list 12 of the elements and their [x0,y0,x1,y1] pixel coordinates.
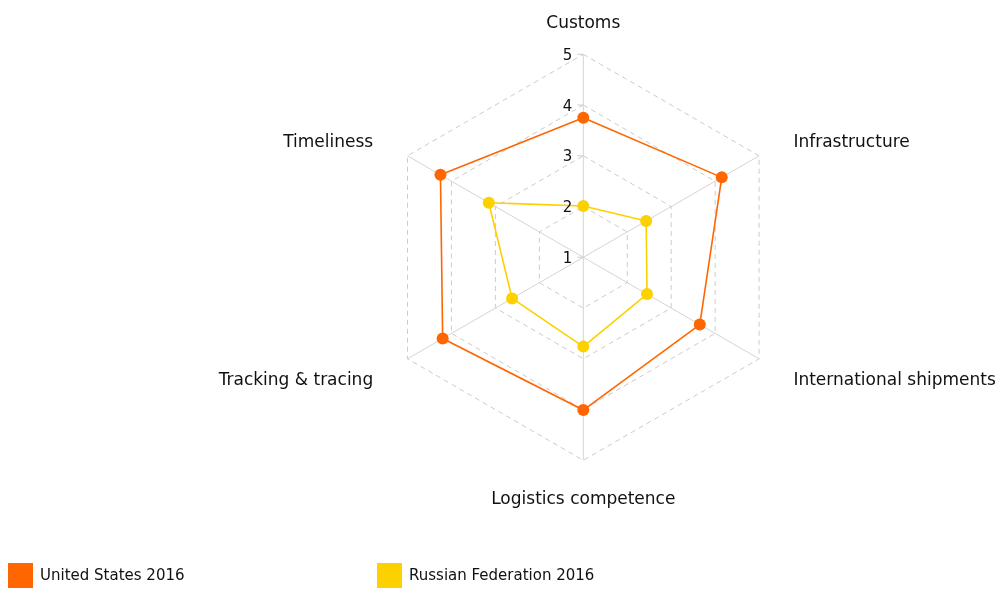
spoke-label: Infrastructure [793,131,910,152]
spoke-label: Customs [546,12,621,33]
y-tick-label: 1 [562,248,573,267]
legend-label: United States 2016 [40,566,185,584]
legend-label: Russian Federation 2016 [409,566,595,584]
y-tick-label: 3 [562,147,573,166]
spoke-label: Tracking & tracing [217,369,374,390]
y-tick-label: 5 [562,45,573,64]
y-tick-label: 4 [562,96,573,115]
spoke-label: Timeliness [282,131,374,152]
spoke-label: International shipments [793,369,996,390]
spoke-label: Logistics competence [491,488,676,509]
